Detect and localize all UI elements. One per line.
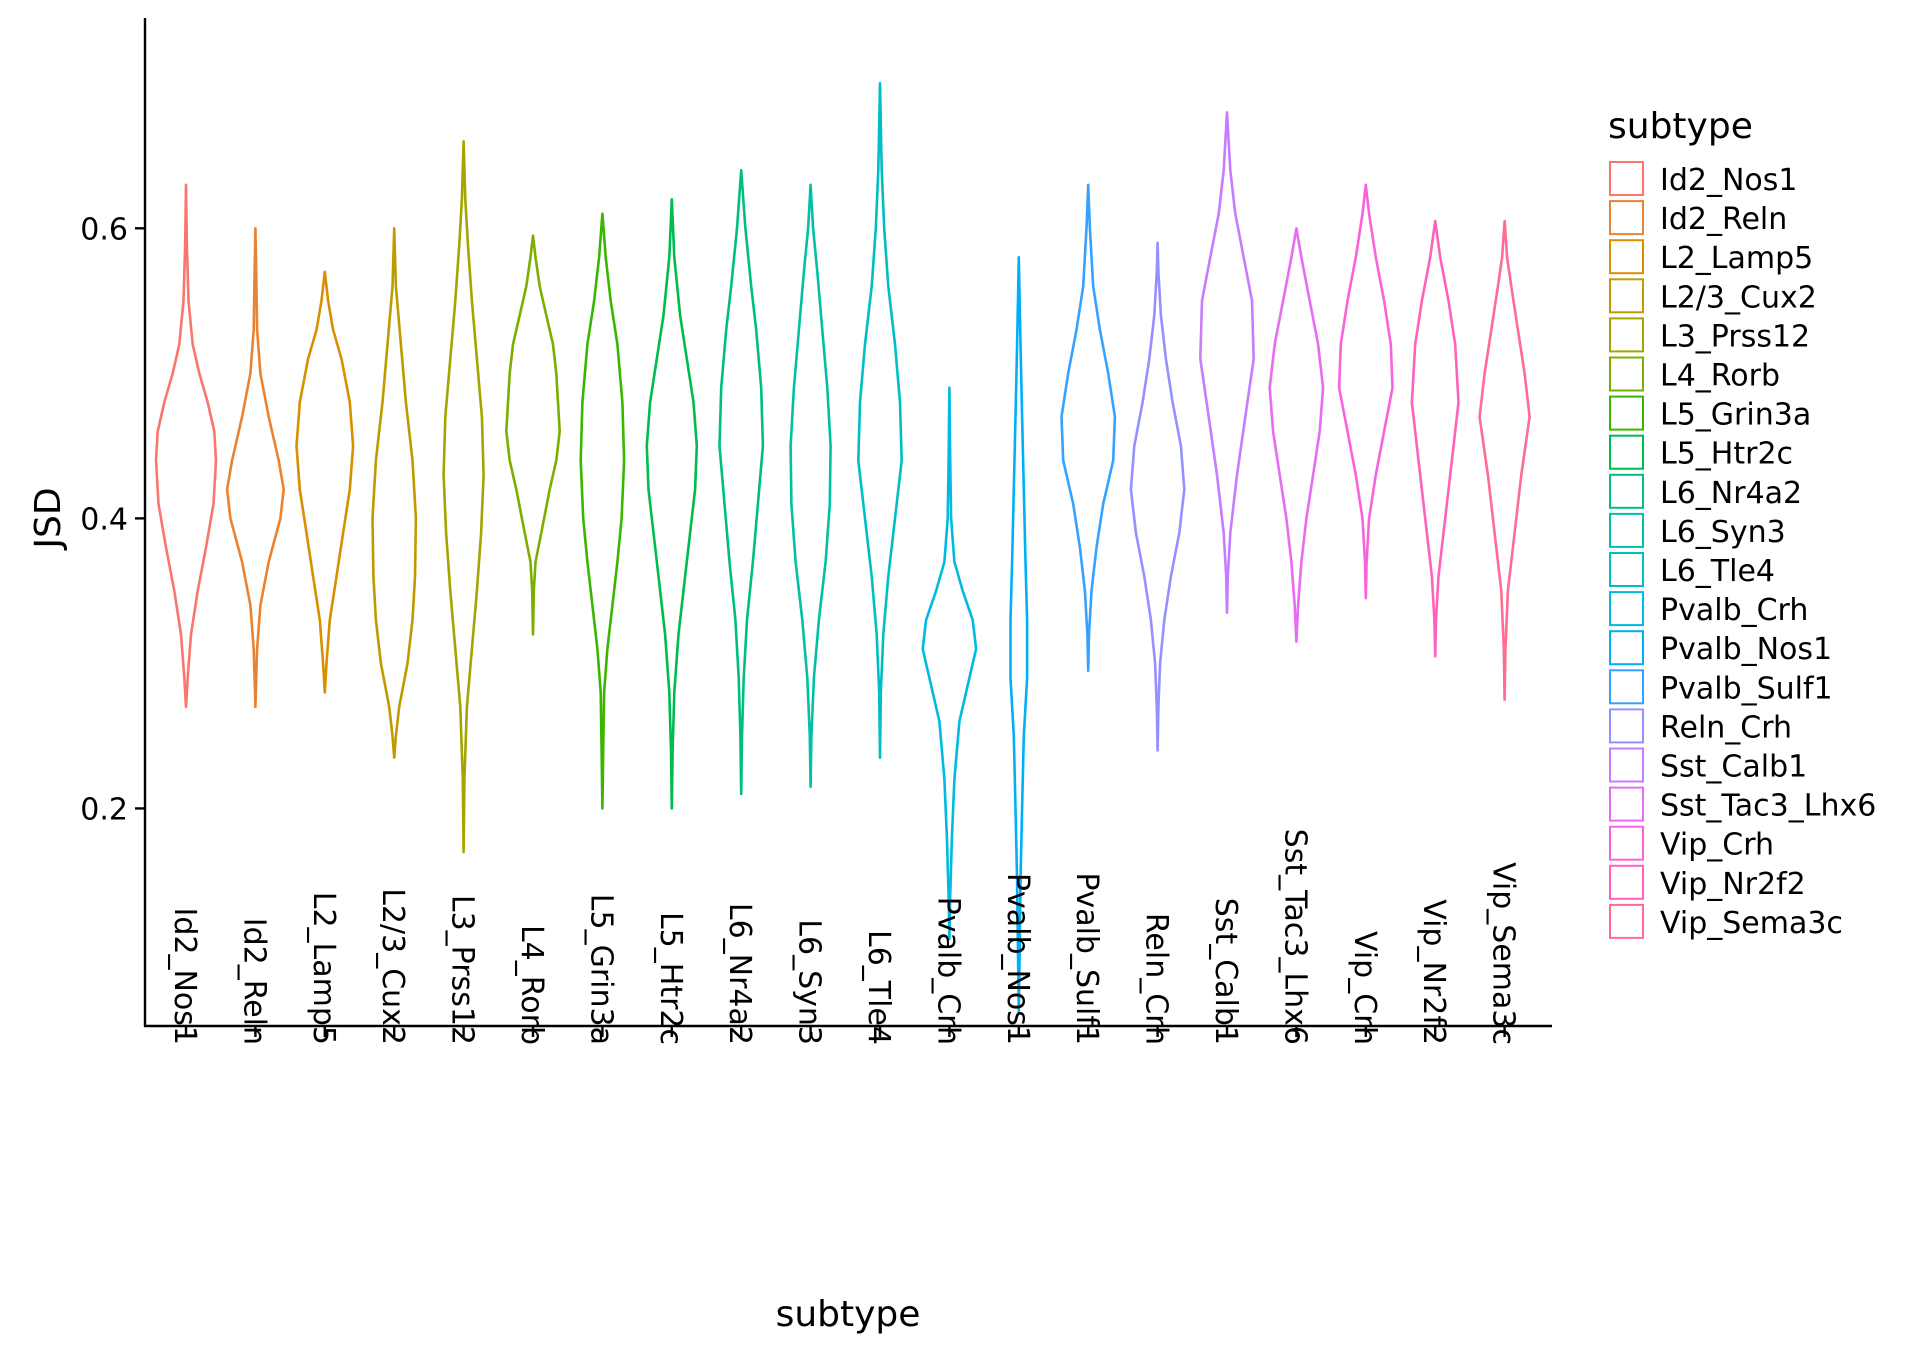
legend-key-pvalb-crh xyxy=(1609,591,1644,627)
legend-key-l6-tle4 xyxy=(1609,552,1644,587)
legend-label: L5_Htr2c xyxy=(1660,437,1793,472)
legend-key-l6-syn3 xyxy=(1609,512,1644,548)
legend-label: Pvalb_Sulf1 xyxy=(1660,671,1833,706)
legend-label: L6_Nr4a2 xyxy=(1660,476,1802,511)
legend-items: Id2_Nos1 Id2_Reln L2_Lamp5 L2/3_Cux2 L3_Prss… xyxy=(1609,161,1876,941)
legend-title: subtype xyxy=(1608,106,1753,147)
legend-key-l5-grin3a xyxy=(1609,395,1644,431)
legend-label: Id2_Reln xyxy=(1660,202,1787,237)
legend-key-l3-prss12 xyxy=(1609,317,1644,353)
violin-l5-grin3a xyxy=(579,212,626,810)
y-tick-label: 0.6 xyxy=(80,212,128,247)
legend-label: Vip_Sema3c xyxy=(1660,906,1843,941)
legend-key-pvalb-sulf1 xyxy=(1609,669,1644,705)
x-tick-label-l4-rorb: L4_Rorb xyxy=(514,925,549,1045)
x-tick-label-vip-nr2f2: Vip_Nr2f2 xyxy=(1416,899,1451,1045)
x-tick-label-l6-tle4: L6_Tle4 xyxy=(861,930,896,1045)
legend-label: L4_Rorb xyxy=(1660,359,1780,394)
x-axis-ticks: Id2_Nos1 Id2_Reln L2_Lamp5 L2/3_Cux2 L3_Prss… xyxy=(167,829,1521,1045)
x-tick-label-pvalb-crh: Pvalb_Crh xyxy=(930,897,965,1045)
violin-l6-nr4a2 xyxy=(718,169,765,796)
x-tick-label-reln-crh: Reln_Crh xyxy=(1139,913,1174,1045)
x-tick-label-l2-lamp5: L2_Lamp5 xyxy=(306,892,341,1045)
violin-l5-htr2c xyxy=(645,198,699,810)
violin-vip-crh xyxy=(1337,183,1394,600)
legend-key-reln-crh xyxy=(1609,708,1644,744)
legend-key-sst-tac3-lhx6 xyxy=(1609,786,1644,822)
legend-key-pvalb-nos1 xyxy=(1609,630,1644,666)
y-axis-ticks: 0.2 0.4 0.6 xyxy=(80,212,145,827)
legend-label: L2/3_Cux2 xyxy=(1660,280,1817,315)
x-tick-label-vip-crh: Vip_Crh xyxy=(1347,931,1382,1045)
x-tick-label-id2-reln: Id2_Reln xyxy=(236,918,271,1045)
legend-key-vip-sema3c xyxy=(1609,903,1644,939)
violin-pvalb-sulf1 xyxy=(1060,183,1117,672)
legend-label: Sst_Tac3_Lhx6 xyxy=(1660,789,1876,824)
legend-key-l4-rorb xyxy=(1609,356,1644,392)
violin-l2-3-cux2 xyxy=(371,227,418,759)
violin-l6-tle4 xyxy=(857,82,903,759)
legend-key-vip-nr2f2 xyxy=(1609,864,1644,900)
legend-label: L6_Syn3 xyxy=(1660,515,1786,550)
violin-pvalb-crh xyxy=(921,386,978,941)
x-tick-label-l2-3-cux2: L2/3_Cux2 xyxy=(375,888,410,1045)
violin-reln-crh xyxy=(1129,241,1186,752)
legend-label: L6_Tle4 xyxy=(1660,554,1775,589)
x-tick-label-vip-sema3c: Vip_Sema3c xyxy=(1486,862,1521,1045)
legend-key-l6-nr4a2 xyxy=(1609,473,1644,509)
y-axis-title: JSD xyxy=(28,487,69,550)
legend-key-vip-crh xyxy=(1609,825,1644,861)
violin-l2-lamp5 xyxy=(295,270,355,694)
violin-id2-reln xyxy=(225,227,285,709)
x-tick-label-l6-nr4a2: L6_Nr4a2 xyxy=(722,903,757,1045)
x-tick-label-pvalb-nos1: Pvalb_Nos1 xyxy=(1000,873,1035,1045)
x-tick-label-l5-htr2c: L5_Htr2c xyxy=(653,912,688,1045)
violin-id2-nos1 xyxy=(154,183,218,709)
legend-key-l2-3-cux2 xyxy=(1609,278,1644,314)
violin-vip-nr2f2 xyxy=(1410,219,1460,658)
legend-label: Vip_Nr2f2 xyxy=(1660,867,1806,902)
violin-l3-prss12 xyxy=(442,140,485,854)
x-tick-label-sst-calb1: Sst_Calb1 xyxy=(1208,898,1243,1045)
legend-key-id2-nos1 xyxy=(1609,161,1644,196)
x-tick-label-id2-nos1: Id2_Nos1 xyxy=(167,908,202,1046)
legend-label: Id2_Nos1 xyxy=(1660,163,1798,198)
legend-label: Reln_Crh xyxy=(1660,710,1792,745)
x-tick-label-l5-grin3a: L5_Grin3a xyxy=(583,894,618,1045)
x-tick-label-l6-syn3: L6_Syn3 xyxy=(792,919,827,1045)
violin-vip-sema3c xyxy=(1478,219,1531,701)
legend-label: Vip_Crh xyxy=(1660,828,1774,863)
x-axis-title: subtype xyxy=(776,1294,921,1335)
legend-label: Pvalb_Nos1 xyxy=(1660,632,1832,667)
violin-sst-tac3-lhx6 xyxy=(1268,227,1325,643)
legend-label: L3_Prss12 xyxy=(1660,319,1810,354)
legend-label: L5_Grin3a xyxy=(1660,398,1811,433)
legend-label: Pvalb_Crh xyxy=(1660,593,1808,628)
legend-key-l5-htr2c xyxy=(1609,434,1644,470)
legend-key-sst-calb1 xyxy=(1609,747,1644,783)
violin-pvalb-nos1 xyxy=(1009,256,1029,1013)
violin-l4-rorb xyxy=(505,234,561,636)
legend: subtype Id2_Nos1 Id2_Reln L2_Lamp5 L2/3_Cux… xyxy=(1608,106,1876,941)
y-tick-label: 0.2 xyxy=(80,792,128,827)
legend-key-l2-lamp5 xyxy=(1609,239,1644,275)
legend-label: Sst_Calb1 xyxy=(1660,750,1807,785)
x-tick-label-pvalb-sulf1: Pvalb_Sulf1 xyxy=(1069,872,1104,1045)
violin-sst-calb1 xyxy=(1199,111,1255,614)
y-tick-label: 0.4 xyxy=(80,502,128,537)
x-tick-label-sst-tac3-lhx6: Sst_Tac3_Lhx6 xyxy=(1277,829,1312,1045)
legend-label: L2_Lamp5 xyxy=(1660,241,1813,276)
violin-layer xyxy=(154,82,1531,1013)
legend-key-id2-reln xyxy=(1609,200,1644,236)
x-tick-label-l3-prss12: L3_Prss12 xyxy=(445,895,480,1045)
violin-l6-syn3 xyxy=(789,183,832,788)
